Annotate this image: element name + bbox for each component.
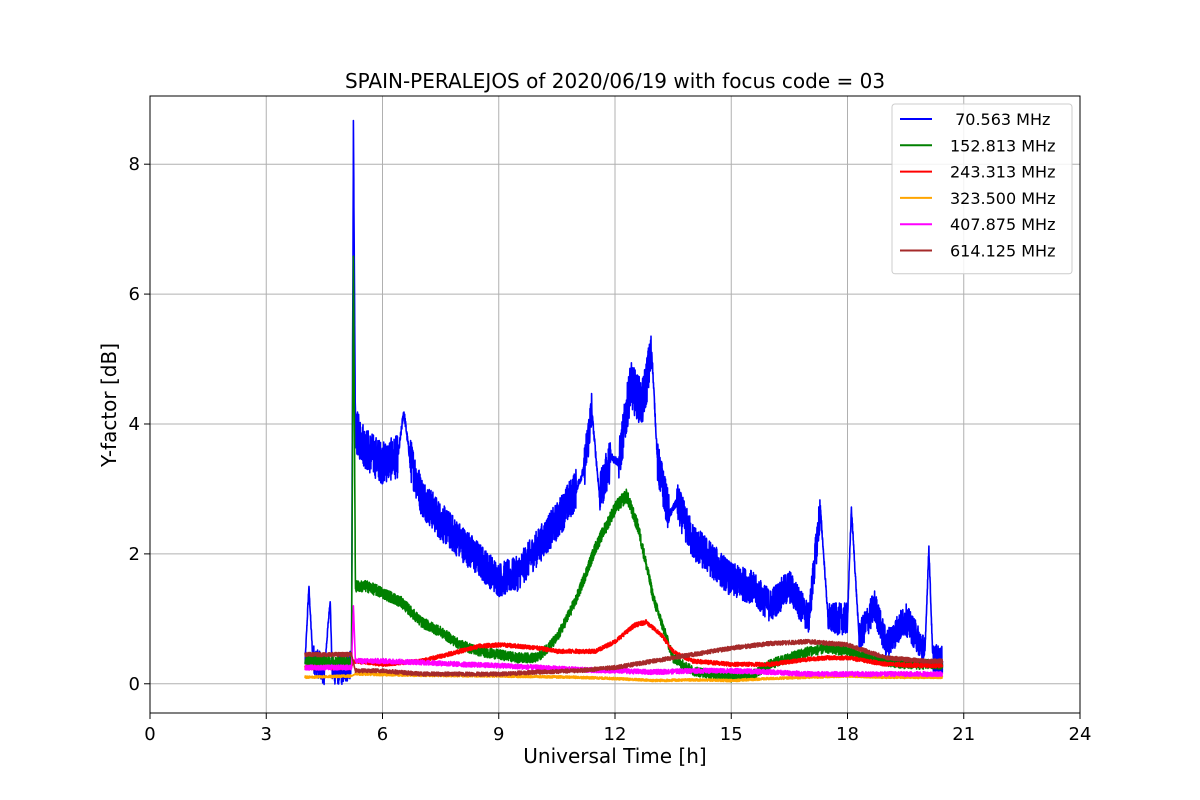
y-axis-label: Y-factor [dB]	[97, 343, 121, 468]
x-tick-label: 9	[493, 724, 504, 745]
legend-label: 243.313 MHz	[950, 163, 1055, 182]
y-tick-label: 8	[129, 154, 140, 175]
y-tick-label: 6	[129, 284, 140, 305]
legend-label: 152.813 MHz	[950, 136, 1055, 155]
series-line-5	[304, 638, 944, 677]
y-tick-label: 2	[129, 544, 140, 565]
x-tick-label: 21	[952, 724, 975, 745]
y-tick-label: 4	[129, 414, 140, 435]
y-tick-label: 0	[129, 674, 140, 695]
x-tick-label: 12	[604, 724, 627, 745]
x-tick-label: 0	[144, 724, 155, 745]
series-line-0	[304, 119, 944, 686]
x-axis-label: Universal Time [h]	[523, 744, 706, 768]
x-tick-label: 18	[836, 724, 859, 745]
legend-label: 614.125 MHz	[950, 242, 1055, 261]
series-line-1	[304, 255, 944, 683]
legend-box	[891, 103, 1073, 275]
x-tick-label: 3	[261, 724, 272, 745]
x-tick-label: 24	[1069, 724, 1092, 745]
legend-label: 70.563 MHz	[950, 110, 1050, 129]
x-tick-label: 6	[377, 724, 388, 745]
plot-area	[304, 119, 944, 686]
legend: 70.563 MHz 152.813 MHz 243.313 MHz 323.500 …	[891, 103, 1073, 275]
legend-label: 323.500 MHz	[950, 189, 1055, 208]
x-tick-label: 15	[720, 724, 743, 745]
series-line-4	[304, 605, 944, 678]
chart-title: SPAIN-PERALEJOS of 2020/06/19 with focus…	[345, 69, 885, 93]
legend-label: 407.875 MHz	[950, 215, 1055, 234]
